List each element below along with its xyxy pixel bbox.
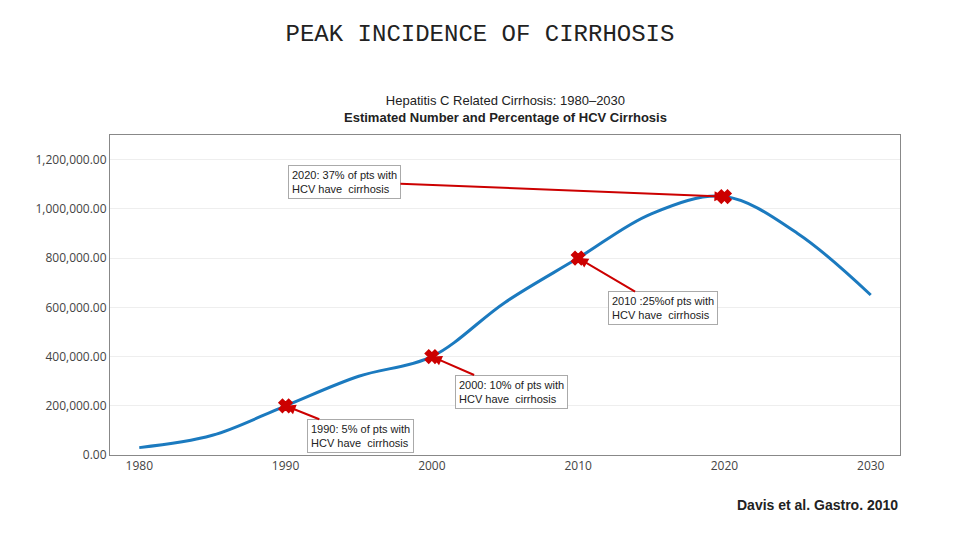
svg-text:2000: 2000 [418,457,446,474]
svg-text:2030: 2030 [857,457,885,474]
svg-text:800,000.00: 800,000.00 [45,249,106,266]
svg-text:2000: 10% of pts withHCV have: 2000: 10% of pts withHCV have cirrhosis [459,379,564,405]
svg-text:200,000.00: 200,000.00 [45,397,106,414]
svg-text:Hepatitis C Related Cirrhosis:: Hepatitis C Related Cirrhosis: 1980–2030… [344,93,667,125]
svg-text:1990: 5% of pts withHCV have: 1990: 5% of pts withHCV have cirrhosis [311,423,410,449]
svg-text:1,200,000.00: 1,200,000.00 [35,151,106,168]
svg-text:PEAK INCIDENCE OF CIRRHOSIS: PEAK INCIDENCE OF CIRRHOSIS [286,21,675,48]
svg-text:600,000.00: 600,000.00 [45,299,106,316]
svg-text:2020: 2020 [711,457,739,474]
svg-text:1,000,000.00: 1,000,000.00 [35,200,106,217]
svg-text:Davis et al. Gastro. 2010: Davis et al. Gastro. 2010 [737,497,898,513]
svg-text:1990: 1990 [272,457,300,474]
svg-text:400,000.00: 400,000.00 [45,348,106,365]
svg-text:2020: 37% of pts withHCV have: 2020: 37% of pts withHCV have cirrhosis [292,169,397,195]
svg-text:1980: 1980 [126,457,154,474]
svg-text:2010 :25%of pts withHCV have: 2010 :25%of pts withHCV have cirrhosis [612,295,714,321]
svg-text:0.00: 0.00 [83,446,107,463]
svg-text:2010: 2010 [564,457,592,474]
